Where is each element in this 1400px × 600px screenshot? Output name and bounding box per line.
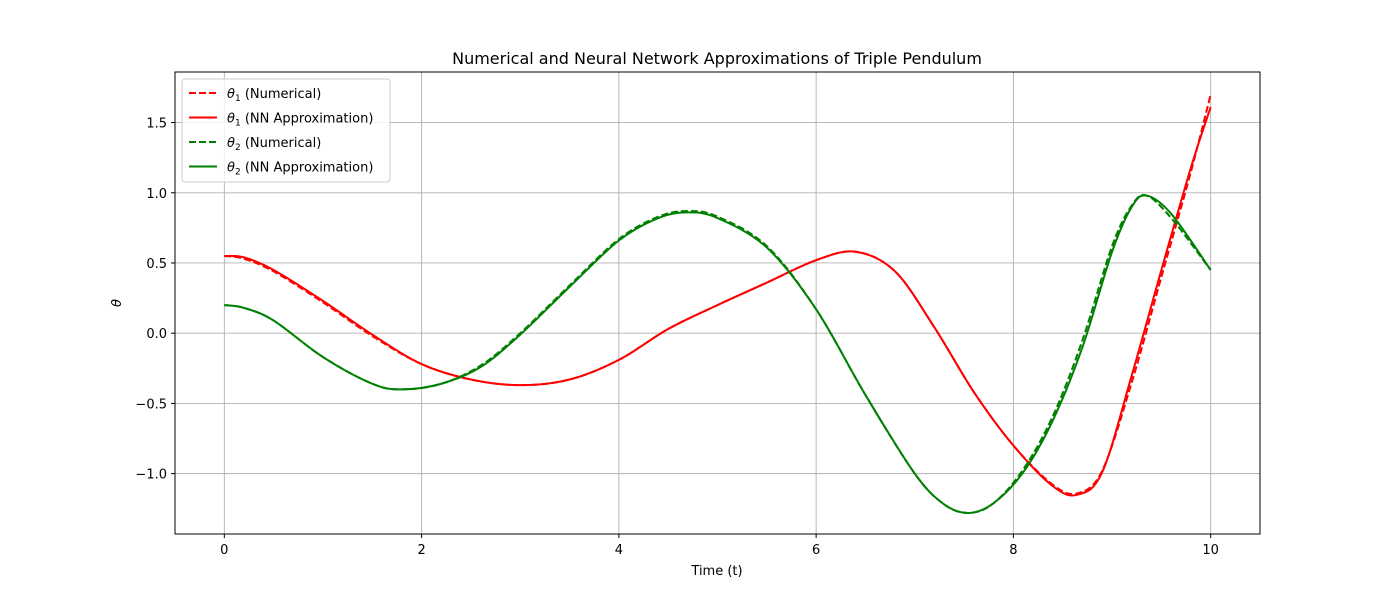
y-axis-label: θ: [110, 299, 125, 307]
plot-frame: [174, 71, 1261, 535]
x-tick-label: 2: [417, 543, 425, 558]
y-tick-label: 1.0: [146, 187, 167, 202]
x-axis-label: Time (t): [690, 564, 742, 579]
y-tick-label: −0.5: [135, 397, 167, 412]
series-line-3: [224, 194, 1212, 514]
series-line-2: [224, 106, 1212, 497]
y-tick-label: −1.0: [135, 468, 167, 483]
legend-box: [181, 78, 391, 183]
chart-title: Numerical and Neural Network Approximati…: [452, 49, 982, 68]
legend-label: θ2 (Numerical): [227, 136, 321, 153]
legend-label: θ2 (NN Approximation): [227, 161, 373, 178]
series-line-4: [224, 194, 1212, 514]
series-layer: [224, 94, 1212, 514]
y-tick-label: 1.5: [146, 117, 167, 132]
x-tick-label: 8: [1009, 543, 1017, 558]
x-tick-label: 0: [220, 543, 228, 558]
x-tick-label: 4: [615, 543, 623, 558]
legend-label: θ1 (Numerical): [227, 87, 321, 104]
tick-layer: 0 2 4 6 8 10 −1.0 −0.5 0.0 0.5 1.0 1.5: [135, 117, 1219, 558]
legend: θ1 (Numerical) θ1 (NN Approximation) θ2 (N…: [181, 78, 391, 183]
y-tick-label: 0.5: [146, 257, 167, 272]
x-tick-label: 10: [1202, 543, 1219, 558]
x-tick-label: 6: [812, 543, 820, 558]
legend-label: θ1 (NN Approximation): [227, 112, 373, 129]
y-tick-label: 0.0: [146, 327, 167, 342]
